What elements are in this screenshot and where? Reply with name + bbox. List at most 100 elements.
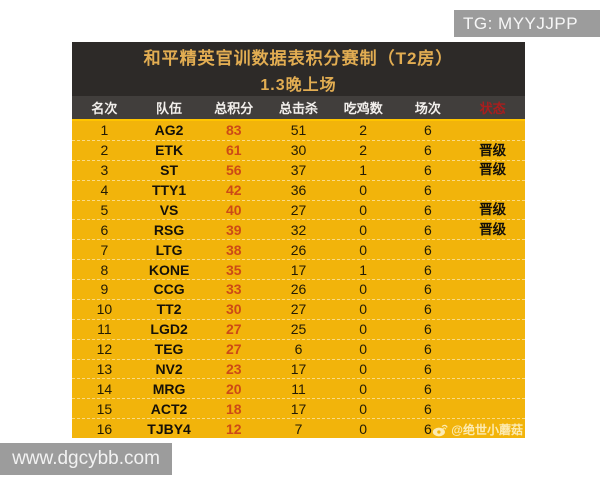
kills-cell: 17 bbox=[290, 261, 307, 278]
score-cell: 39 bbox=[225, 221, 242, 238]
score-cell: 35 bbox=[225, 261, 242, 278]
telegram-contact-badge: TG: MYYJJPP bbox=[454, 10, 600, 37]
kills-cell: 7 bbox=[294, 420, 303, 437]
table-row: 1 AG2 83 51 2 6 bbox=[72, 121, 525, 140]
kills-cell: 11 bbox=[291, 380, 306, 397]
matches-cell: 6 bbox=[424, 122, 432, 139]
table-header-row: 名次 队伍 总积分 总击杀 吃鸡数 场次 状态 bbox=[72, 96, 525, 121]
team-cell: ETK bbox=[155, 142, 184, 159]
kills-cell: 6 bbox=[294, 341, 303, 358]
team-cell: LGD2 bbox=[150, 321, 188, 338]
team-cell: ST bbox=[160, 162, 178, 179]
table-title: 和平精英官训数据表积分赛制（T2房） bbox=[143, 48, 454, 68]
kills-cell: 27 bbox=[290, 201, 307, 218]
table-subtitle: 1.3晚上场 bbox=[260, 76, 337, 94]
table-row: 13 NV2 23 17 0 6 bbox=[72, 358, 525, 379]
rank-cell: 10 bbox=[96, 301, 113, 318]
rank-cell: 3 bbox=[100, 162, 109, 179]
kills-cell: 36 bbox=[290, 182, 307, 199]
kills-cell: 17 bbox=[290, 400, 307, 417]
watermark: @绝世小蘑菇 bbox=[432, 421, 523, 438]
chickens-cell: 0 bbox=[359, 360, 368, 377]
rank-cell: 5 bbox=[100, 201, 109, 218]
score-cell: 83 bbox=[225, 122, 242, 139]
matches-cell: 6 bbox=[424, 221, 432, 238]
column-header: 状态 bbox=[479, 101, 506, 116]
kills-cell: 17 bbox=[290, 360, 307, 377]
chickens-cell: 0 bbox=[359, 221, 368, 238]
team-cell: ACT2 bbox=[150, 400, 188, 417]
rank-cell: 8 bbox=[100, 261, 109, 278]
status-cell: 晋级 bbox=[479, 222, 507, 238]
score-cell: 33 bbox=[225, 281, 242, 298]
team-cell: TT2 bbox=[156, 301, 182, 318]
team-cell: TEG bbox=[154, 341, 184, 358]
table-row: 5 VS 40 27 0 6 晋级 bbox=[72, 199, 525, 220]
matches-cell: 6 bbox=[424, 380, 432, 397]
rank-cell: 9 bbox=[100, 281, 109, 298]
column-header: 总积分 bbox=[214, 101, 254, 116]
chickens-cell: 2 bbox=[359, 122, 368, 139]
team-cell: MRG bbox=[152, 380, 186, 397]
matches-cell: 6 bbox=[424, 420, 432, 437]
table-row: 10 TT2 30 27 0 6 bbox=[72, 298, 525, 319]
status-cell: 晋级 bbox=[479, 142, 507, 158]
table-row: 2 ETK 61 30 2 6 晋级 bbox=[72, 139, 525, 160]
kills-cell: 51 bbox=[290, 122, 307, 139]
kills-cell: 37 bbox=[290, 162, 307, 179]
matches-cell: 6 bbox=[424, 241, 432, 258]
chickens-cell: 0 bbox=[359, 201, 368, 218]
table-row: 7 LTG 38 26 0 6 bbox=[72, 239, 525, 259]
rank-cell: 16 bbox=[96, 420, 113, 437]
team-cell: TJBY4 bbox=[147, 420, 191, 437]
table-title-block: 和平精英官训数据表积分赛制（T2房） 1.3晚上场 bbox=[72, 42, 525, 96]
score-cell: 38 bbox=[225, 241, 242, 258]
score-cell: 20 bbox=[225, 380, 242, 397]
team-cell: NV2 bbox=[155, 360, 183, 377]
rank-cell: 6 bbox=[100, 221, 109, 238]
watermark-text: @绝世小蘑菇 bbox=[451, 423, 523, 437]
table-row: 9 CCG 33 26 0 6 bbox=[72, 279, 525, 299]
chickens-cell: 0 bbox=[359, 321, 368, 338]
kills-cell: 26 bbox=[290, 241, 307, 258]
table-row: 12 TEG 27 6 0 6 bbox=[72, 338, 525, 359]
score-cell: 27 bbox=[225, 321, 242, 338]
chickens-cell: 0 bbox=[359, 301, 368, 318]
kills-cell: 25 bbox=[290, 321, 307, 338]
rank-cell: 2 bbox=[100, 142, 109, 159]
score-cell: 40 bbox=[225, 201, 242, 218]
kills-cell: 30 bbox=[290, 142, 307, 159]
matches-cell: 6 bbox=[424, 162, 432, 179]
team-cell: AG2 bbox=[154, 122, 184, 139]
chickens-cell: 0 bbox=[359, 400, 368, 417]
team-cell: KONE bbox=[148, 261, 190, 278]
chickens-cell: 0 bbox=[359, 420, 368, 437]
site-url-label: www.dgcybb.com bbox=[12, 448, 160, 469]
chickens-cell: 0 bbox=[359, 182, 368, 199]
weibo-eye-icon bbox=[432, 423, 448, 437]
matches-cell: 6 bbox=[424, 321, 432, 338]
matches-cell: 6 bbox=[424, 142, 432, 159]
team-cell: LTG bbox=[155, 241, 183, 258]
chickens-cell: 0 bbox=[359, 380, 368, 397]
column-header: 队伍 bbox=[156, 101, 183, 116]
table-row: 3 ST 56 37 1 6 晋级 bbox=[72, 159, 525, 180]
score-cell: 18 bbox=[225, 400, 242, 417]
kills-cell: 27 bbox=[290, 301, 307, 318]
rank-cell: 12 bbox=[96, 341, 113, 358]
matches-cell: 6 bbox=[424, 281, 432, 298]
score-cell: 23 bbox=[225, 360, 242, 377]
status-cell: 晋级 bbox=[479, 202, 507, 218]
team-cell: TTY1 bbox=[151, 182, 187, 199]
column-header: 总击杀 bbox=[278, 101, 318, 116]
chickens-cell: 1 bbox=[359, 162, 368, 179]
score-cell: 27 bbox=[225, 341, 242, 358]
rank-cell: 1 bbox=[100, 122, 109, 139]
rank-cell: 15 bbox=[96, 400, 113, 417]
rank-cell: 11 bbox=[97, 321, 112, 338]
table-row: 11 LGD2 27 25 0 6 bbox=[72, 318, 525, 339]
matches-cell: 6 bbox=[424, 400, 432, 417]
team-cell: RSG bbox=[153, 221, 185, 238]
column-header: 名次 bbox=[91, 101, 118, 116]
